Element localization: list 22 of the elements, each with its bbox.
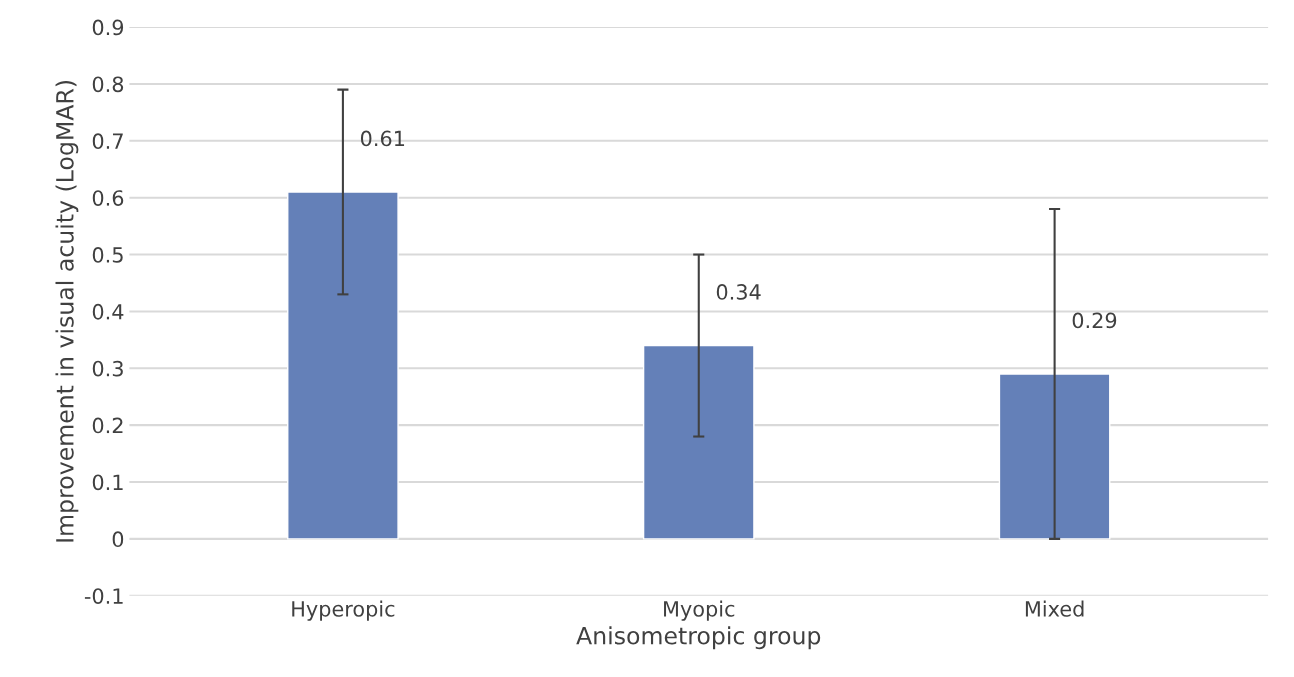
- data-label: 0.29: [1072, 312, 1117, 329]
- y-tick-label: 0: [112, 531, 124, 548]
- x-tick-label: Hyperopic: [292, 600, 395, 621]
- y-tick-label: 0.3: [92, 360, 123, 377]
- bar: [642, 344, 755, 540]
- x-axis-title: Anisometropic group: [576, 626, 821, 650]
- y-tick-label: 0.7: [92, 133, 123, 150]
- x-tick-label: Mixed: [1025, 600, 1084, 617]
- y-tick-label: 0.4: [92, 303, 124, 320]
- x-tick-label: Myopic: [664, 600, 735, 621]
- y-tick-label: -0.1: [84, 588, 123, 604]
- y-tick-label: 0.2: [92, 417, 123, 434]
- bar: [998, 373, 1111, 540]
- bar: [287, 191, 399, 540]
- y-axis-title: Improvement in visual acuity (LogMAR): [55, 80, 79, 542]
- data-label: 0.34: [716, 284, 761, 300]
- y-tick-label: 0.1: [92, 474, 123, 491]
- data-label: 0.61: [360, 130, 405, 147]
- y-tick-label: 0.8: [92, 76, 124, 93]
- y-tick-label: 0.5: [92, 247, 123, 263]
- y-tick-label: 0.9: [92, 19, 124, 36]
- y-tick-label: 0.6: [92, 190, 124, 206]
